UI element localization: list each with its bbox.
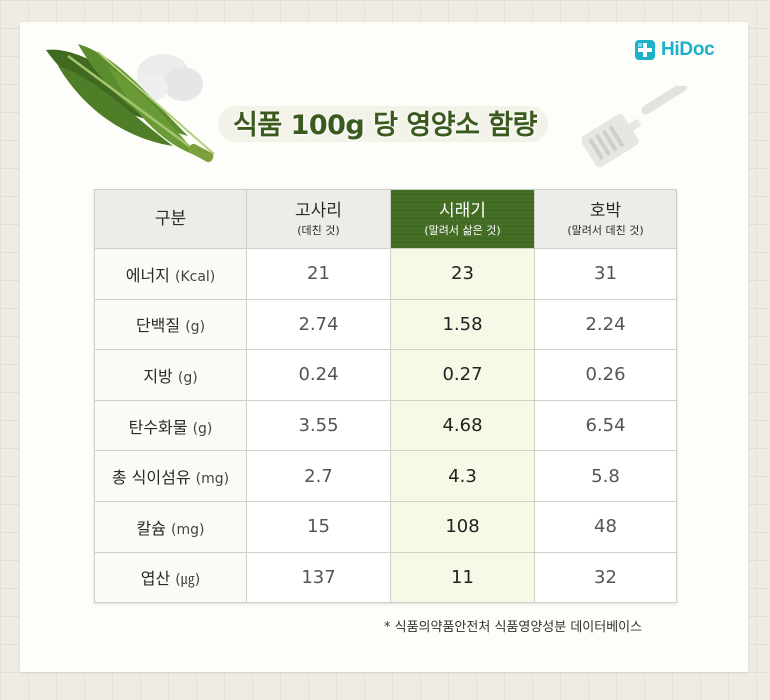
table-cell: 3.55 [246, 399, 391, 452]
header-category: 구분 [94, 189, 247, 249]
table-cell: 32 [534, 551, 677, 604]
header-siraegi: 시래기 (말려서 삶은 것) [390, 189, 535, 249]
row-label: 단백질 (g) [94, 298, 247, 351]
hidoc-logo[interactable]: HiDoc [634, 38, 715, 62]
table-cell: 11 [390, 551, 535, 604]
table-cell: 2.74 [246, 298, 391, 351]
brand-name: HiDoc [661, 39, 715, 60]
table-cell: 2.24 [534, 298, 677, 351]
header-gosari: 고사리 (데친 것) [246, 189, 391, 249]
table-cell: 1.58 [390, 298, 535, 351]
title-background [218, 106, 548, 142]
table-row: 지방 (g) 0.24 0.27 0.26 [94, 349, 677, 401]
table-cell: 137 [246, 551, 391, 604]
table-cell: 48 [534, 500, 677, 553]
table-cell: 108 [390, 500, 535, 553]
table-cell: 21 [246, 248, 391, 300]
row-label: 지방 (g) [94, 349, 247, 401]
table-cell: 4.68 [390, 399, 535, 452]
table-cell: 31 [534, 248, 677, 300]
table-header-row: 구분 고사리 (데친 것) 시래기 (말려서 삶은 것) 호박 (말려서 데친 … [94, 189, 677, 249]
row-label: 총 식이섬유 (mg) [94, 450, 247, 502]
row-label: 에너지 (Kcal) [94, 248, 247, 300]
table-cell: 0.26 [534, 349, 677, 401]
spatula-illustration [582, 86, 688, 168]
header-hobak: 호박 (말려서 데친 것) [534, 189, 677, 249]
table-cell: 0.24 [246, 349, 391, 401]
table-row: 칼슘 (mg) 15 108 48 [94, 500, 677, 553]
table-cell: 23 [390, 248, 535, 300]
table-cell: 2.7 [246, 450, 391, 502]
table-cell: 4.3 [390, 450, 535, 502]
leaves-illustration [46, 44, 215, 163]
table-row: 단백질 (g) 2.74 1.58 2.24 [94, 298, 677, 351]
table-row: 엽산 (㎍) 137 11 32 [94, 551, 677, 604]
table-cell: 6.54 [534, 399, 677, 452]
table-row: 탄수화물 (g) 3.55 4.68 6.54 [94, 399, 677, 452]
row-label: 칼슘 (mg) [94, 500, 247, 553]
table-row: 에너지 (Kcal) 21 23 31 [94, 248, 677, 300]
source-note: * 식품의약품안전처 식품영양성분 데이터베이스 [384, 620, 643, 635]
table-cell: 15 [246, 500, 391, 553]
table-row: 총 식이섬유 (mg) 2.7 4.3 5.8 [94, 450, 677, 502]
nutrition-table: 구분 고사리 (데친 것) 시래기 (말려서 삶은 것) 호박 (말려서 데친 … [94, 189, 677, 604]
row-label: 탄수화물 (g) [94, 399, 247, 452]
row-label: 엽산 (㎍) [94, 551, 247, 604]
table-cell: 0.27 [390, 349, 535, 401]
hidoc-logo-icon [635, 40, 655, 60]
page-title: 식품 100g 당 영양소 함량 [232, 110, 538, 141]
table-cell: 5.8 [534, 450, 677, 502]
